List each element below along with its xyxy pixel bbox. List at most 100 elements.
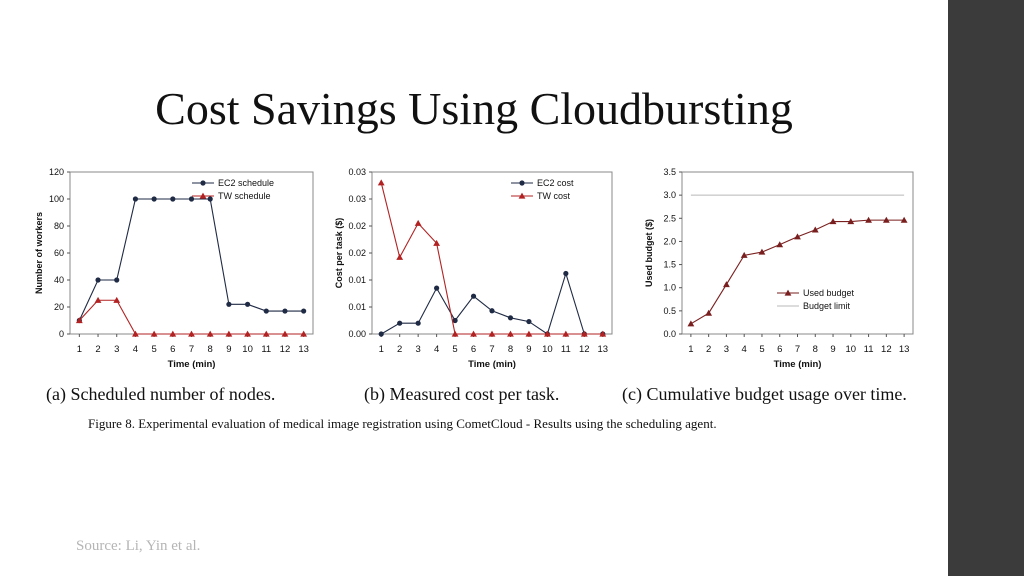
data-point (150, 330, 158, 337)
data-point (507, 330, 514, 337)
data-point (132, 330, 139, 337)
figure-caption: Figure 8. Experimental evaluation of med… (88, 416, 717, 431)
data-point (847, 218, 855, 225)
x-tick-label: 11 (864, 344, 874, 355)
x-tick-label: 4 (434, 344, 439, 355)
data-point (378, 331, 384, 337)
data-point (132, 196, 139, 202)
data-point (169, 330, 177, 337)
data-point (151, 196, 157, 202)
x-tick-label: 6 (170, 344, 175, 355)
series-ec2-schedule (76, 196, 307, 324)
data-point (865, 216, 872, 223)
data-point (507, 315, 514, 321)
y-tick-label: 0.01 (348, 275, 366, 285)
x-tick-label: 11 (261, 344, 271, 355)
data-point (262, 330, 270, 337)
x-tick-label: 1 (77, 344, 82, 355)
data-point (794, 233, 801, 240)
x-tick-label: 13 (298, 344, 309, 355)
data-point (225, 330, 233, 337)
legend-marker (519, 180, 525, 186)
x-axis-label: Time (min) (168, 359, 216, 370)
data-point (414, 219, 422, 226)
data-point (188, 330, 195, 337)
x-tick-label: 5 (452, 344, 457, 355)
x-tick-label: 10 (242, 344, 253, 355)
data-point (562, 330, 570, 337)
y-tick-label: 2.5 (663, 213, 676, 223)
legend: EC2 schedule TW schedule (192, 178, 274, 201)
data-point (434, 285, 440, 291)
data-point (451, 330, 459, 337)
data-point (433, 239, 441, 246)
chart-scheduled-nodes: 0 20 40 60 80 100 120 1 2 3 4 5 6 7 8 9 10 11 12 13 Time (mi… (30, 164, 322, 374)
chart-svg: 0.00.51.01.52.02.53.03.51 2 3 4 5 6 7 8 9 10 11 12 1… (644, 167, 914, 370)
data-point (263, 308, 269, 314)
data-point (188, 196, 195, 202)
x-axis-label: Time (min) (468, 359, 516, 370)
legend-label: Used budget (803, 288, 855, 298)
series-used-budget (687, 216, 908, 327)
x-tick-label: 12 (881, 344, 892, 355)
data-point (687, 320, 695, 327)
x-tick-label: 10 (846, 344, 857, 355)
data-point (207, 196, 213, 202)
series-ec2-cost (378, 270, 606, 337)
data-point (705, 309, 713, 316)
legend-marker (518, 192, 526, 199)
legend-marker (199, 192, 207, 199)
y-tick-label: 0.01 (348, 302, 366, 312)
data-point (170, 196, 176, 202)
data-point (882, 216, 890, 223)
caption-b: (b) Measured cost per task. (364, 384, 560, 404)
data-point (300, 330, 308, 337)
legend-label: TW cost (537, 191, 570, 201)
data-point (723, 281, 730, 288)
data-point (543, 330, 551, 337)
x-tick-label: 13 (899, 344, 910, 355)
x-tick-label: 9 (526, 344, 531, 355)
x-tick-label: 8 (813, 344, 818, 355)
data-point (599, 330, 607, 337)
data-point (900, 216, 908, 223)
plot-area (371, 171, 613, 335)
source-note: Source: Li, Yin et al. (76, 538, 201, 554)
y-tick-label: 0.02 (348, 221, 366, 231)
y-axis-label: Cost per task ($) (334, 218, 344, 289)
data-point (95, 277, 101, 283)
data-point (489, 308, 495, 314)
x-tick-label: 12 (280, 344, 291, 355)
legend-label: EC2 schedule (218, 178, 274, 188)
x-tick-label: 2 (706, 344, 711, 355)
data-point (206, 330, 214, 337)
y-tick-label: 80 (54, 221, 64, 231)
y-tick-label: 60 (54, 248, 64, 258)
data-point (113, 296, 121, 303)
data-point (740, 251, 748, 258)
y-tick-label: 0.5 (663, 306, 676, 316)
y-axis-label: Used budget ($) (644, 219, 654, 287)
x-tick-label: 7 (489, 344, 494, 355)
chart-svg: 0.000.010.010.020.020.030.031 2 3 4 5 6 7 8 9 10 1… (334, 167, 613, 370)
legend-label: TW schedule (218, 191, 271, 201)
y-tick-label: 40 (54, 275, 64, 285)
data-point (226, 301, 232, 307)
x-tick-label: 8 (208, 344, 213, 355)
y-tick-label: 0.02 (348, 248, 366, 258)
data-point (282, 308, 288, 314)
legend: Used budget Budget limit (777, 288, 855, 311)
series-tw-cost (377, 179, 607, 337)
data-point (776, 241, 784, 248)
data-point (75, 317, 83, 324)
x-tick-label: 7 (795, 344, 800, 355)
x-tick-label: 6 (471, 344, 476, 355)
legend-marker (784, 289, 792, 296)
x-tick-label: 8 (508, 344, 513, 355)
data-point (301, 308, 307, 314)
x-tick-label: 4 (742, 344, 747, 355)
slide-title: Cost Savings Using Cloudbursting (155, 83, 793, 134)
x-tick-label: 10 (542, 344, 553, 355)
x-tick-label: 3 (724, 344, 729, 355)
